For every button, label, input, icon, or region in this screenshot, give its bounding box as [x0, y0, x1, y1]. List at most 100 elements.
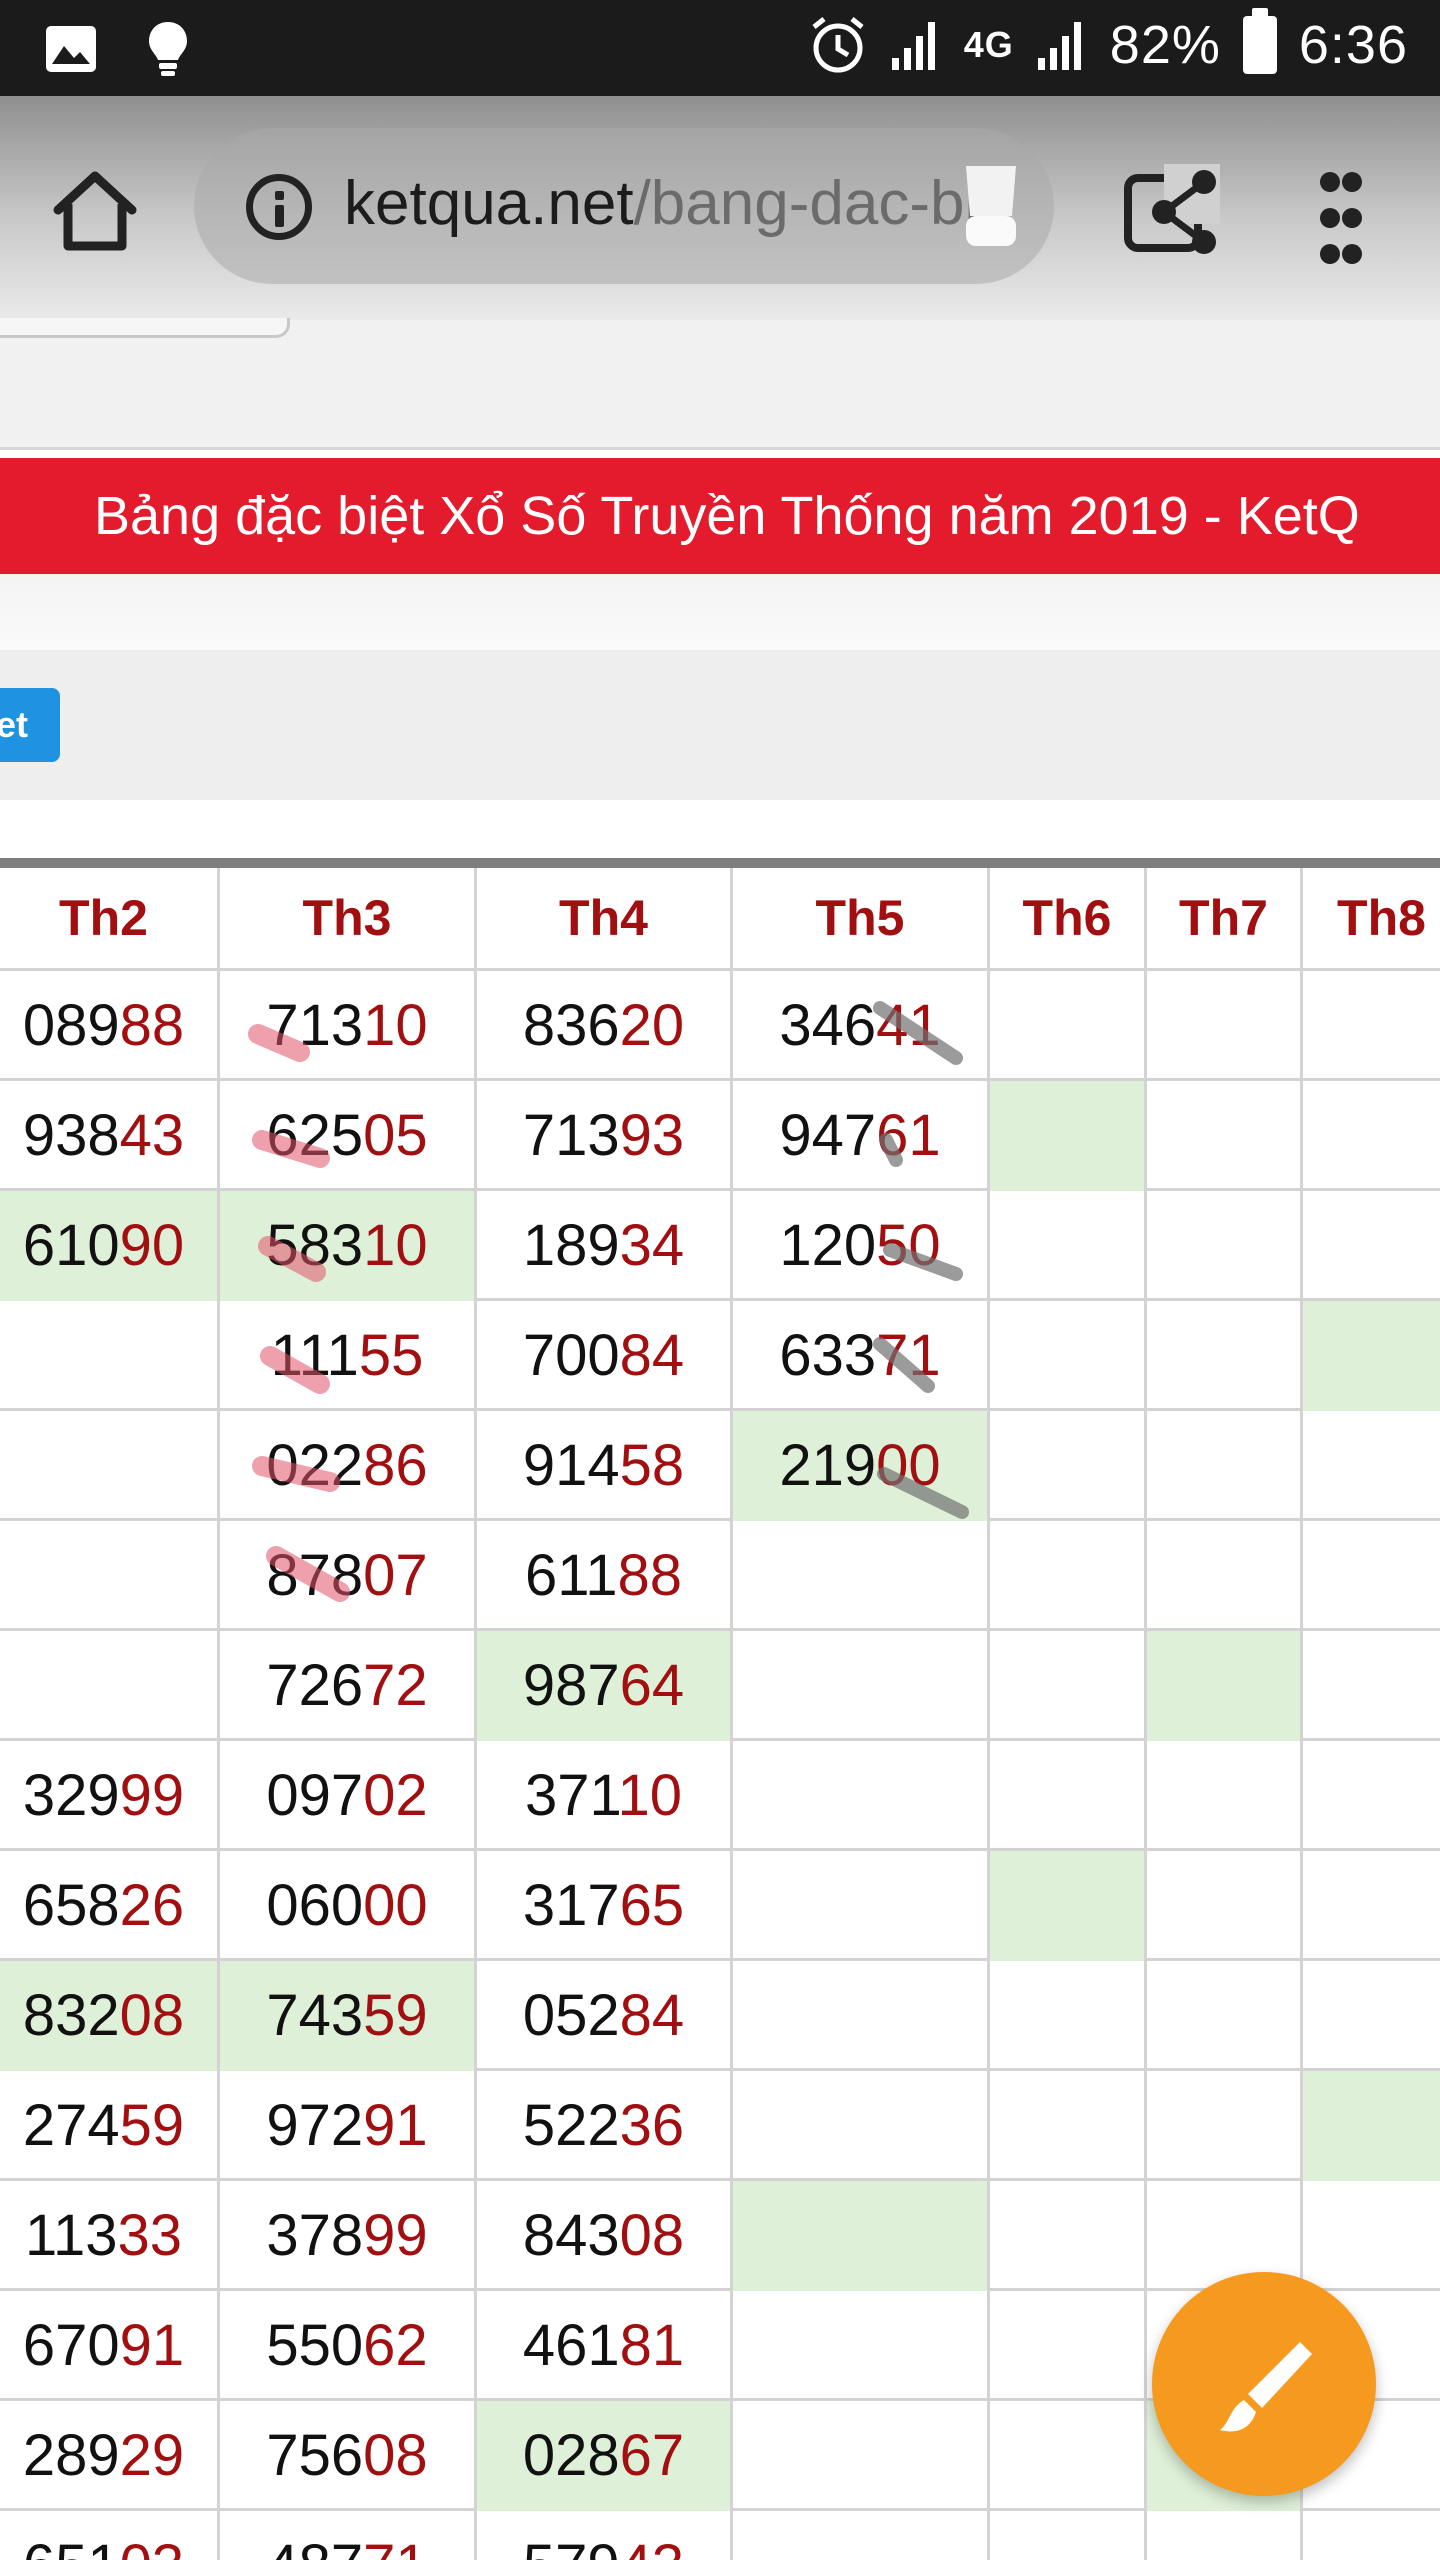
result-head-digits: 378	[266, 2203, 364, 2268]
result-cell: 71310	[220, 971, 477, 1081]
result-cell: 65103	[0, 2511, 220, 2560]
more-vert-icon[interactable]	[1312, 168, 1368, 268]
result-head-digits: 022	[266, 1433, 364, 1498]
result-tail-digits: 00	[363, 1873, 428, 1938]
info-icon[interactable]	[246, 174, 312, 240]
empty-cell	[990, 1851, 1147, 1961]
column-header-th6[interactable]: Th6	[990, 868, 1147, 968]
result-head-digits: 658	[22, 1873, 120, 1938]
result-cell: 31765	[477, 1851, 733, 1961]
result-head-digits: 089	[22, 993, 120, 1058]
edit-fab[interactable]	[1152, 2272, 1376, 2496]
empty-cell	[733, 2401, 990, 2511]
result-cell: 58310	[220, 1191, 477, 1301]
result-cell: 75608	[220, 2401, 477, 2511]
result-cell: 02867	[477, 2401, 733, 2511]
empty-cell	[1303, 1631, 1440, 1741]
result-tail-digits: 99	[119, 1763, 185, 1828]
result-cell: 93843	[0, 1081, 220, 1191]
result-head-digits: 832	[22, 1983, 120, 2048]
url-text[interactable]: ketqua.net/bang-dac-bi	[344, 168, 1014, 239]
column-header-th3[interactable]: Th3	[220, 868, 477, 968]
filter-bar: et	[0, 650, 1440, 800]
battery-icon	[1242, 8, 1277, 74]
result-tail-digits: 84	[619, 1983, 685, 2048]
table-row: 93843 62505 71393 94761	[0, 1081, 1440, 1191]
result-tail-digits: 10	[617, 1763, 682, 1828]
result-tail-digits: 65	[619, 1873, 685, 1938]
result-tail-digits: 03	[120, 2533, 185, 2560]
empty-cell	[990, 1631, 1147, 1741]
result-cell: 65826	[0, 1851, 220, 1961]
result-tail-digits: 00	[876, 1433, 941, 1498]
input-field-edge[interactable]	[0, 318, 290, 338]
table-row: 08988 71310 83620 34641	[0, 971, 1440, 1081]
result-cell: 71393	[477, 1081, 733, 1191]
empty-cell	[1147, 1741, 1303, 1851]
result-head-digits: 743	[266, 1983, 364, 2048]
column-header-th5[interactable]: Th5	[733, 868, 990, 968]
empty-cell	[1147, 1191, 1303, 1301]
empty-cell	[1303, 2511, 1440, 2560]
result-cell: 34641	[733, 971, 990, 1081]
empty-cell	[1303, 2071, 1440, 2181]
result-tail-digits: 71	[876, 1323, 941, 1388]
result-head-digits: 947	[779, 1103, 877, 1168]
result-tail-digits: 02	[363, 1763, 428, 1828]
table-header-row: Th2 Th3 Th4 Th5 Th6 Th7 Th8	[0, 868, 1440, 971]
result-tail-digits: 08	[119, 1983, 185, 2048]
column-header-th7[interactable]: Th7	[1147, 868, 1303, 968]
result-tail-digits: 91	[119, 2313, 185, 2378]
result-cell: 67091	[0, 2291, 220, 2401]
result-tail-digits: 91	[363, 2093, 428, 2158]
result-tail-digits: 88	[119, 993, 185, 1058]
result-head-digits: 052	[522, 1983, 620, 2048]
result-head-digits: 274	[22, 2093, 120, 2158]
address-bar[interactable]: ketqua.net/bang-dac-bi	[194, 128, 1054, 284]
result-head-digits: 028	[522, 2423, 620, 2488]
empty-cell	[990, 1741, 1147, 1851]
share-icon[interactable]	[1124, 164, 1220, 260]
result-tail-digits: 86	[363, 1433, 428, 1498]
result-tail-digits: 84	[619, 1323, 685, 1388]
table-row: 11155 70084 63371	[0, 1301, 1440, 1411]
column-header-th2[interactable]: Th2	[0, 868, 220, 968]
result-cell: 28929	[0, 2401, 220, 2511]
table-row: 83208 74359 05284	[0, 1961, 1440, 2071]
empty-cell	[733, 2291, 990, 2401]
empty-cell	[733, 1521, 990, 1631]
result-cell: 18934	[477, 1191, 733, 1301]
result-cell: 06000	[220, 1851, 477, 1961]
empty-cell	[1147, 2181, 1303, 2291]
view-button[interactable]: et	[0, 688, 60, 762]
empty-cell	[1147, 1301, 1303, 1411]
result-head-digits: 579	[523, 2533, 620, 2560]
home-icon[interactable]	[50, 166, 140, 256]
result-tail-digits: 59	[363, 1983, 428, 2048]
result-head-digits: 713	[522, 1103, 620, 1168]
result-cell: 83208	[0, 1961, 220, 2071]
empty-cell	[0, 1301, 220, 1411]
result-cell: 63371	[733, 1301, 990, 1411]
signal-2-icon	[1037, 22, 1081, 70]
url-path: /bang-dac-bi	[633, 169, 979, 238]
result-cell: 27459	[0, 2071, 220, 2181]
result-cell: 94761	[733, 1081, 990, 1191]
empty-cell	[0, 1631, 220, 1741]
result-head-digits: 651	[23, 2533, 120, 2560]
result-tail-digits: 93	[619, 1103, 685, 1168]
empty-cell	[733, 1741, 990, 1851]
empty-cell	[733, 2181, 990, 2291]
result-cell: 21900	[733, 1411, 990, 1521]
result-head-digits: 914	[522, 1433, 620, 1498]
empty-cell	[1147, 1961, 1303, 2071]
result-cell: 84308	[477, 2181, 733, 2291]
empty-cell	[0, 1411, 220, 1521]
result-cell: 11333	[0, 2181, 220, 2291]
column-header-th8[interactable]: Th8	[1303, 868, 1440, 968]
result-head-digits: 938	[22, 1103, 120, 1168]
empty-cell	[1303, 971, 1440, 1081]
result-head-digits: 219	[779, 1433, 877, 1498]
column-header-th4[interactable]: Th4	[477, 868, 733, 968]
empty-cell	[1303, 1081, 1440, 1191]
